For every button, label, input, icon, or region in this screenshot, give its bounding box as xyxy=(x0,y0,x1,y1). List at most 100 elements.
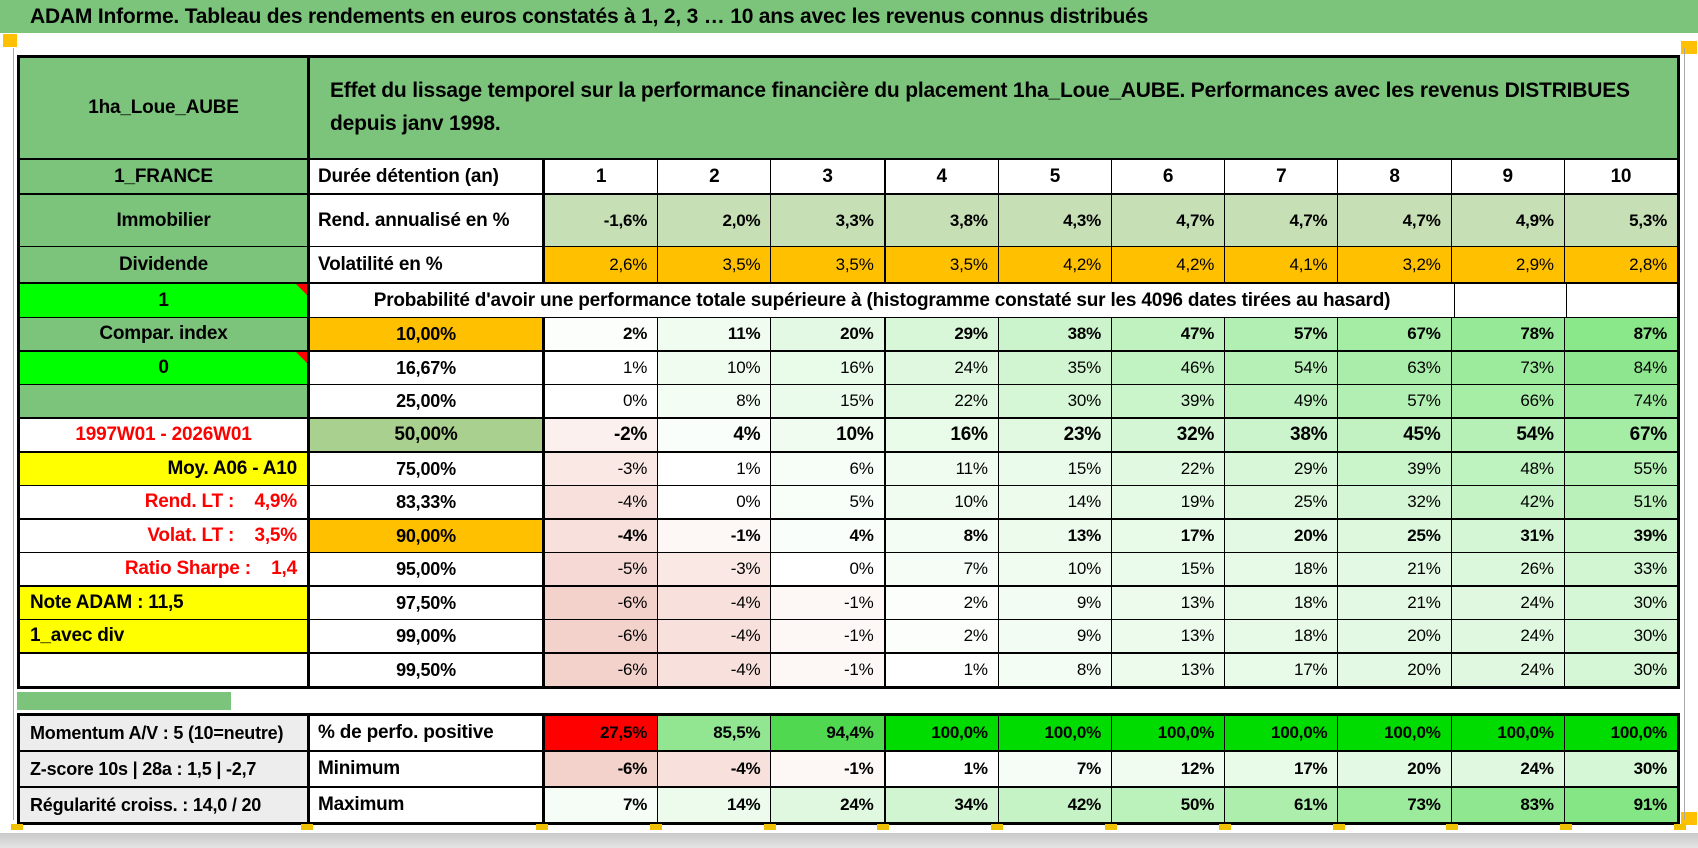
data-cell[interactable]: 15% xyxy=(1112,553,1226,585)
row-label-cell[interactable]: 99,50% xyxy=(310,654,545,686)
data-cell[interactable]: 29% xyxy=(885,318,999,350)
data-cell[interactable]: 45% xyxy=(1338,419,1452,451)
row-header-cell[interactable] xyxy=(20,654,310,686)
data-cell[interactable]: 22% xyxy=(885,385,999,417)
data-cell[interactable]: 24% xyxy=(1451,752,1565,786)
data-cell[interactable]: 3,8% xyxy=(885,195,999,246)
data-cell[interactable]: 14% xyxy=(998,486,1113,518)
data-cell[interactable]: 10% xyxy=(658,352,772,384)
data-cell[interactable]: 1% xyxy=(545,352,659,384)
data-cell[interactable]: 0% xyxy=(771,553,886,585)
data-cell[interactable]: 17% xyxy=(1225,654,1339,686)
data-cell[interactable]: 83% xyxy=(1451,788,1565,822)
data-cell[interactable]: 57% xyxy=(1338,385,1452,417)
row-header-cell[interactable] xyxy=(20,385,310,417)
row-label-cell[interactable]: 83,33% xyxy=(310,486,545,518)
data-cell[interactable]: 39% xyxy=(1112,385,1226,417)
data-cell[interactable]: 20% xyxy=(771,318,886,350)
data-cell[interactable]: 3,3% xyxy=(771,195,886,246)
data-cell[interactable]: 13% xyxy=(1112,620,1226,652)
data-cell[interactable]: 20% xyxy=(1225,520,1339,552)
data-cell[interactable]: 24% xyxy=(1451,654,1565,686)
data-cell[interactable]: 2% xyxy=(545,318,659,350)
data-cell[interactable]: -1% xyxy=(771,587,886,619)
data-cell[interactable]: -1% xyxy=(771,752,886,786)
data-cell[interactable]: 4 xyxy=(886,160,999,193)
data-cell[interactable]: 13% xyxy=(1112,587,1226,619)
data-cell[interactable]: 100,0% xyxy=(1564,716,1678,750)
data-cell[interactable]: -1% xyxy=(658,520,772,552)
data-cell[interactable]: 8% xyxy=(885,520,999,552)
data-cell[interactable]: 4,9% xyxy=(1451,195,1565,246)
data-cell[interactable]: 4% xyxy=(658,419,772,451)
row-label-cell[interactable]: Rend. annualisé en % xyxy=(310,195,545,246)
data-cell[interactable]: 21% xyxy=(1338,553,1452,585)
data-cell[interactable]: 4,2% xyxy=(1112,247,1226,282)
data-cell[interactable]: 54% xyxy=(1225,352,1339,384)
data-cell[interactable]: 55% xyxy=(1564,453,1678,485)
data-cell[interactable]: 30% xyxy=(1564,620,1678,652)
data-cell[interactable]: 4,1% xyxy=(1225,247,1339,282)
data-cell[interactable]: -4% xyxy=(545,520,659,552)
data-cell[interactable]: -1% xyxy=(771,620,886,652)
row-label-cell[interactable]: 25,00% xyxy=(310,385,545,417)
data-cell[interactable]: 48% xyxy=(1451,453,1565,485)
data-cell[interactable]: 46% xyxy=(1112,352,1226,384)
data-cell[interactable]: 20% xyxy=(1338,654,1452,686)
data-cell[interactable]: 1% xyxy=(658,453,772,485)
data-cell[interactable]: 100,0% xyxy=(885,716,999,750)
data-cell[interactable]: 61% xyxy=(1225,788,1339,822)
data-cell[interactable]: 3,5% xyxy=(885,247,999,282)
data-cell[interactable]: 13% xyxy=(998,520,1113,552)
data-cell[interactable]: 39% xyxy=(1338,453,1452,485)
data-cell[interactable]: -6% xyxy=(545,620,659,652)
data-cell[interactable]: -4% xyxy=(658,654,772,686)
data-cell[interactable]: 100,0% xyxy=(998,716,1113,750)
data-cell[interactable]: -3% xyxy=(545,453,659,485)
row-label-cell[interactable]: Durée détention (an) xyxy=(310,160,545,193)
data-cell[interactable]: 67% xyxy=(1338,318,1452,350)
data-cell[interactable]: 6% xyxy=(771,453,886,485)
data-cell[interactable]: 35% xyxy=(998,352,1113,384)
merged-note-cell[interactable]: Probabilité d'avoir une performance tota… xyxy=(310,284,1455,317)
data-cell[interactable]: 25% xyxy=(1225,486,1339,518)
data-cell[interactable]: 27,5% xyxy=(545,716,659,750)
data-cell[interactable]: 87% xyxy=(1564,318,1678,350)
data-cell[interactable]: 5,3% xyxy=(1564,195,1678,246)
row-label-cell[interactable]: 10,00% xyxy=(310,318,545,350)
data-cell[interactable]: 15% xyxy=(998,453,1113,485)
data-cell[interactable]: 94,4% xyxy=(771,716,886,750)
row-label-cell[interactable]: 50,00% xyxy=(310,419,545,451)
row-label-cell[interactable]: 16,67% xyxy=(310,352,545,384)
data-cell[interactable]: 25% xyxy=(1338,520,1452,552)
data-cell[interactable]: 0% xyxy=(658,486,772,518)
data-cell[interactable]: 4% xyxy=(771,520,886,552)
data-cell[interactable]: 23% xyxy=(998,419,1113,451)
data-cell[interactable]: 84% xyxy=(1564,352,1678,384)
data-cell[interactable]: 17% xyxy=(1225,752,1339,786)
data-cell[interactable]: 2% xyxy=(885,620,999,652)
data-cell[interactable]: 49% xyxy=(1225,385,1339,417)
data-cell[interactable]: 42% xyxy=(998,788,1113,822)
data-cell[interactable]: 4,7% xyxy=(1112,195,1226,246)
data-cell[interactable]: 91% xyxy=(1564,788,1678,822)
row-header-cell[interactable]: Momentum A/V : 5 (10=neutre) xyxy=(20,716,310,750)
row-header-cell[interactable]: 1 xyxy=(20,284,310,317)
row-header-cell[interactable]: 1_avec div xyxy=(20,620,310,652)
data-cell[interactable]: 54% xyxy=(1451,419,1565,451)
data-cell[interactable]: -6% xyxy=(545,587,659,619)
row-header-cell[interactable]: Z-score 10s | 28a : 1,5 | -2,7 xyxy=(20,752,310,786)
data-cell[interactable]: 22% xyxy=(1112,453,1226,485)
data-cell[interactable]: 10% xyxy=(885,486,999,518)
data-cell[interactable]: 9 xyxy=(1452,160,1565,193)
data-cell[interactable]: 30% xyxy=(1564,654,1678,686)
data-cell[interactable]: 26% xyxy=(1451,553,1565,585)
data-cell[interactable]: -5% xyxy=(545,553,659,585)
row-header-cell[interactable]: Compar. index xyxy=(20,318,310,350)
data-cell[interactable]: 24% xyxy=(1451,587,1565,619)
data-cell[interactable]: -1% xyxy=(771,654,886,686)
data-cell[interactable]: 38% xyxy=(1225,419,1339,451)
data-cell[interactable]: 100,0% xyxy=(1338,716,1452,750)
row-label-cell[interactable]: 97,50% xyxy=(310,587,545,619)
data-cell[interactable]: 2% xyxy=(885,587,999,619)
